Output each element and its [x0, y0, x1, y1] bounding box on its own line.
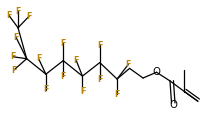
Text: O: O [153, 67, 161, 77]
Text: F: F [43, 85, 49, 94]
Text: F: F [97, 75, 102, 83]
Text: F: F [114, 90, 120, 99]
Text: F: F [74, 56, 79, 65]
Text: F: F [13, 33, 19, 42]
Text: F: F [10, 52, 16, 61]
Text: F: F [97, 41, 102, 50]
Text: F: F [6, 11, 12, 20]
Text: F: F [125, 60, 131, 69]
Text: F: F [11, 66, 16, 75]
Text: F: F [60, 39, 66, 48]
Text: F: F [36, 54, 41, 63]
Text: F: F [60, 72, 66, 81]
Text: F: F [15, 7, 21, 16]
Text: F: F [80, 87, 85, 96]
Text: F: F [26, 12, 32, 21]
Text: O: O [170, 100, 178, 110]
